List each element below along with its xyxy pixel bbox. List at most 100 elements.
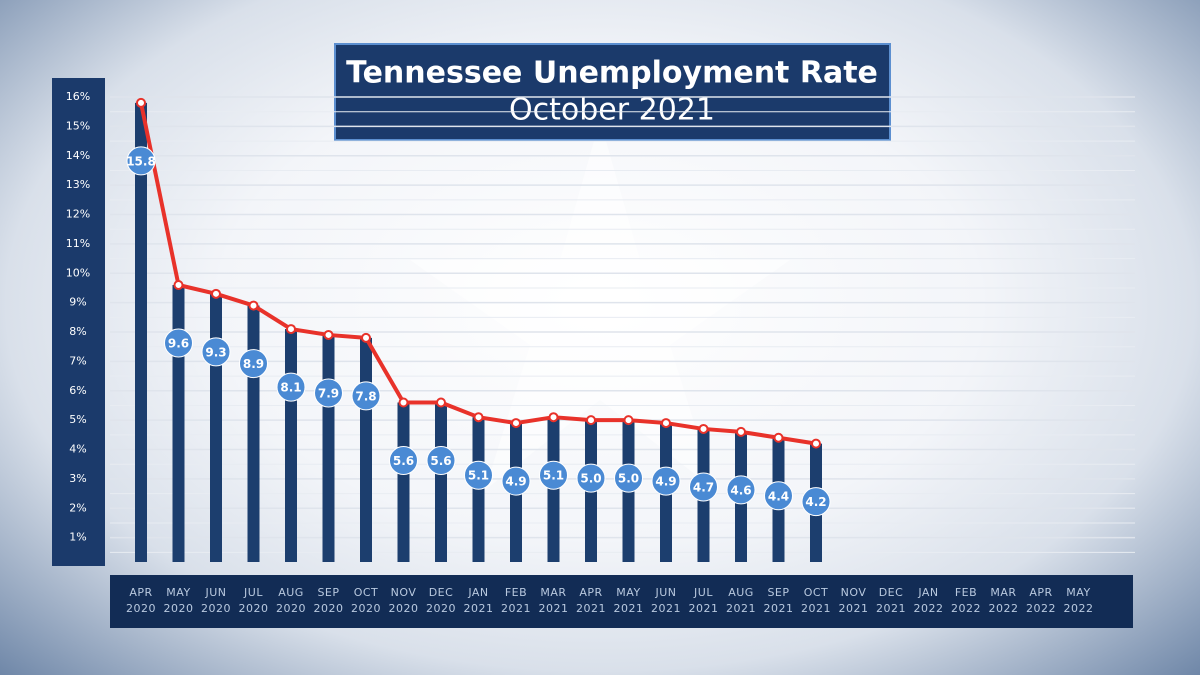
bar	[360, 337, 372, 562]
y-tick-label: 4%	[69, 443, 86, 456]
value-label: 7.9	[318, 386, 339, 400]
x-tick-label: SEP 2021	[763, 586, 794, 615]
bar	[172, 285, 185, 562]
x-tick-label: AUG 2021	[726, 586, 756, 615]
x-tick-label: FEB 2021	[501, 586, 531, 615]
bar	[397, 402, 410, 562]
line-point	[736, 426, 746, 437]
value-label: 4.2	[805, 495, 826, 509]
value-badge	[801, 487, 831, 517]
value-badge	[314, 378, 343, 408]
line-point	[511, 418, 521, 429]
y-tick-label: 6%	[69, 384, 86, 397]
title-box	[334, 43, 891, 141]
value-badge	[389, 446, 418, 475]
x-tick-label: JUN 2021	[651, 586, 681, 615]
x-tick-label: APR 2021	[576, 586, 606, 615]
line-point	[436, 397, 446, 408]
value-badge	[689, 472, 718, 502]
y-axis-panel	[52, 78, 105, 566]
star-decoration	[410, 120, 790, 490]
value-badge	[651, 466, 681, 496]
chart-title: Tennessee Unemployment Rate	[346, 56, 878, 91]
value-label: 4.4	[768, 489, 789, 503]
x-tick-label: APR 2020	[126, 586, 156, 615]
x-tick-label: DEC 2021	[876, 586, 906, 615]
value-label: 4.9	[655, 475, 676, 489]
y-tick-label: 7%	[69, 354, 86, 367]
bar	[285, 329, 297, 562]
value-label: 8.1	[280, 381, 301, 395]
value-label: 15.8	[126, 154, 156, 168]
value-badge	[426, 446, 456, 475]
value-badge	[576, 463, 606, 493]
value-label: 5.6	[430, 454, 451, 468]
value-label: 4.6	[730, 483, 751, 497]
y-tick-label: 8%	[69, 325, 86, 338]
line-point	[323, 329, 334, 340]
value-label: 5.1	[543, 469, 564, 483]
line-point	[473, 412, 484, 423]
x-axis-band	[110, 575, 1133, 628]
line-point	[548, 412, 559, 423]
value-label: 8.9	[243, 357, 264, 371]
y-tick-label: 16%	[66, 90, 90, 103]
value-badge	[726, 475, 756, 505]
x-tick-label: JUL 2020	[238, 586, 269, 615]
y-tick-label: 2%	[69, 501, 86, 514]
bar	[135, 102, 147, 562]
y-tick-label: 5%	[69, 413, 86, 426]
x-tick-label: MAR 2022	[988, 586, 1019, 615]
chart-subtitle: October 2021	[509, 93, 715, 128]
line-point	[211, 288, 221, 299]
value-badge	[501, 466, 531, 496]
y-tick-label: 14%	[66, 149, 90, 162]
x-tick-label: MAY 2022	[1063, 586, 1094, 615]
value-label: 9.6	[168, 337, 189, 351]
value-label: 5.0	[618, 472, 639, 486]
value-badge	[351, 381, 381, 411]
line-point	[586, 415, 596, 426]
y-tick-label: 13%	[66, 178, 90, 191]
line-point	[248, 300, 259, 311]
x-tick-label: DEC 2020	[426, 586, 456, 615]
value-badge	[201, 337, 231, 367]
line-point	[286, 324, 296, 335]
line-point	[398, 397, 409, 408]
x-tick-label: NOV 2021	[838, 586, 869, 615]
line-point	[661, 418, 671, 429]
value-badge	[126, 146, 156, 176]
grid	[110, 96, 1135, 553]
value-badge	[764, 481, 793, 511]
x-tick-label: JUN 2020	[201, 586, 231, 615]
value-badge	[239, 349, 268, 379]
bar	[247, 305, 260, 562]
x-tick-label: APR 2022	[1026, 586, 1056, 615]
x-tick-label: NOV 2020	[388, 586, 419, 615]
line-point	[361, 332, 371, 343]
x-tick-label: SEP 2020	[313, 586, 344, 615]
line-point	[623, 415, 634, 426]
y-tick-label: 3%	[69, 472, 86, 485]
y-tick-label: 10%	[66, 266, 90, 279]
line-point	[136, 97, 146, 108]
x-tick-label: OCT 2021	[801, 586, 831, 615]
x-tick-label: MAR 2021	[538, 586, 569, 615]
value-badge	[539, 460, 568, 490]
y-tick-label: 1%	[69, 531, 86, 544]
x-tick-label: OCT 2020	[351, 586, 381, 615]
value-label: 9.3	[205, 345, 226, 359]
value-badge	[164, 328, 193, 358]
line-point	[698, 423, 709, 434]
x-tick-label: MAY 2021	[613, 586, 644, 615]
line-point	[173, 280, 184, 290]
bar	[435, 402, 447, 562]
x-tick-label: MAY 2020	[163, 586, 194, 615]
value-badge	[614, 463, 643, 493]
value-label: 5.6	[393, 454, 414, 468]
value-label: 4.9	[505, 475, 526, 489]
y-tick-label: 11%	[66, 237, 90, 250]
y-tick-label: 15%	[66, 119, 90, 132]
